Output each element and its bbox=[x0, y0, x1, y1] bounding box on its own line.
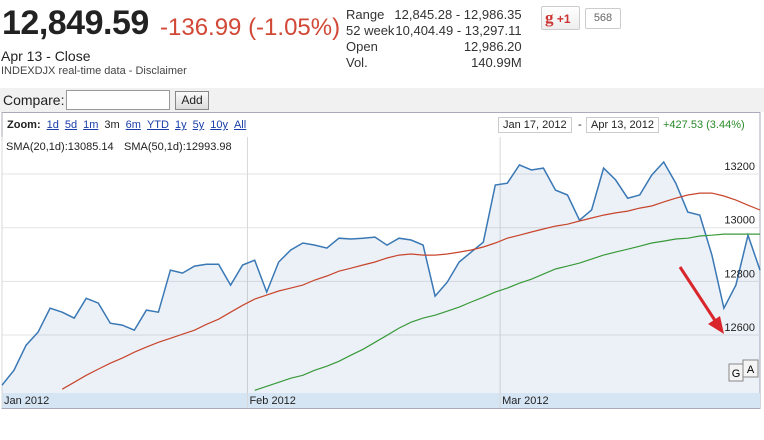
line bbox=[1, 160, 761, 386]
stat-value: 12,986.20 bbox=[463, 39, 522, 54]
plus-count: 568 bbox=[585, 8, 621, 29]
y-tick-label: 13200 bbox=[724, 161, 755, 173]
zoom-option[interactable]: 1m bbox=[83, 119, 99, 131]
overlay-button-label: G bbox=[732, 368, 741, 380]
zoom-option[interactable]: All bbox=[233, 119, 247, 131]
range-separator: - bbox=[578, 119, 582, 131]
price-change: -136.99 (-1.05%) bbox=[160, 14, 341, 41]
stat-value: 10,404.49 - 13,297.11 bbox=[395, 23, 522, 38]
area bbox=[2, 161, 760, 393]
line bbox=[254, 233, 760, 391]
stat-value: 140.99M bbox=[471, 55, 522, 70]
line bbox=[61, 192, 761, 390]
zoom-bar: Zoom: 1d 5d 1m 3m 6m YTD 1y 5y 10y All bbox=[7, 119, 252, 131]
chart: 12600 12800 13000 13200 Jan 2012 Feb 2012 Mar … bbox=[1, 112, 761, 409]
y-tick-label: 13000 bbox=[724, 215, 755, 227]
zoom-option[interactable]: YTD bbox=[146, 119, 169, 131]
arrow bbox=[678, 266, 718, 323]
stat-label: Open bbox=[346, 39, 378, 54]
zoom-option[interactable]: 5d bbox=[64, 119, 78, 131]
stat-label: Range bbox=[346, 7, 385, 22]
stat-row: Vol. 140.99M bbox=[346, 55, 522, 71]
legend-entry: SMA(20,1d):13085.14 bbox=[6, 141, 114, 153]
overlay-button-label: A bbox=[747, 364, 755, 376]
quote-date: Apr 13 - Close bbox=[1, 48, 91, 64]
range-start[interactable]: Jan 17, 2012 bbox=[498, 117, 572, 133]
add-button[interactable]: Add bbox=[175, 91, 209, 110]
plus-one-button[interactable]: g +1 bbox=[541, 6, 580, 30]
overlay-button[interactable] bbox=[742, 359, 759, 378]
x-tick-label: Feb 2012 bbox=[249, 395, 295, 407]
range-end[interactable]: Apr 13, 2012 bbox=[586, 117, 659, 133]
arrow-head bbox=[708, 316, 724, 334]
stat-label: 52 week bbox=[346, 23, 395, 38]
zoom-option[interactable]: 5y bbox=[192, 119, 205, 131]
compare-input[interactable] bbox=[66, 90, 170, 110]
y-tick-label: 12600 bbox=[724, 322, 755, 334]
x-tick-label: Mar 2012 bbox=[502, 395, 548, 407]
range-change: +427.53 (3.44%) bbox=[663, 119, 745, 131]
compare-label: Compare: bbox=[3, 92, 65, 108]
zoom-option[interactable]: 1y bbox=[174, 119, 187, 131]
plus-icon: g bbox=[545, 8, 554, 27]
y-tick-label: 12800 bbox=[724, 268, 755, 280]
plus-label: +1 bbox=[556, 12, 571, 26]
zoom-option[interactable]: 6m bbox=[125, 119, 141, 131]
zoom-option[interactable]: 10y bbox=[210, 119, 228, 131]
stats-table: Range 12,845.28 - 12,986.35 52 week 10,404.… bbox=[346, 7, 522, 71]
x-tick-label: Jan 2012 bbox=[4, 395, 49, 407]
zoom-option[interactable]: 3m bbox=[104, 119, 120, 131]
zoom-option[interactable]: 1d bbox=[46, 119, 59, 131]
x-axis-bar bbox=[2, 393, 760, 408]
legend-entry: SMA(50,1d):12993.98 bbox=[124, 141, 232, 153]
zoom-label: Zoom: bbox=[7, 119, 41, 131]
stat-label: Vol. bbox=[346, 55, 368, 70]
stat-value: 12,845.28 - 12,986.35 bbox=[394, 7, 522, 22]
data-source[interactable]: INDEXDJX real-time data - Disclaimer bbox=[1, 65, 187, 77]
stat-row: 52 week 10,404.49 - 13,297.11 bbox=[346, 23, 522, 39]
stat-row: Range 12,845.28 - 12,986.35 bbox=[346, 7, 522, 23]
price: 12,849.59 bbox=[2, 4, 149, 42]
stat-row: Open 12,986.20 bbox=[346, 39, 522, 55]
